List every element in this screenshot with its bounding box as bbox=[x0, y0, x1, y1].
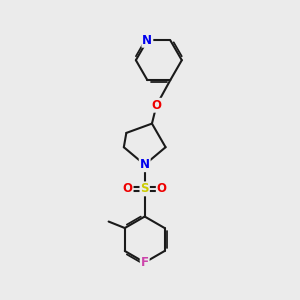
Text: O: O bbox=[157, 182, 167, 195]
Text: O: O bbox=[123, 182, 133, 195]
Text: O: O bbox=[152, 99, 161, 112]
Text: N: N bbox=[142, 34, 152, 47]
Text: F: F bbox=[141, 256, 149, 269]
Text: N: N bbox=[140, 158, 150, 171]
Text: S: S bbox=[140, 182, 149, 195]
